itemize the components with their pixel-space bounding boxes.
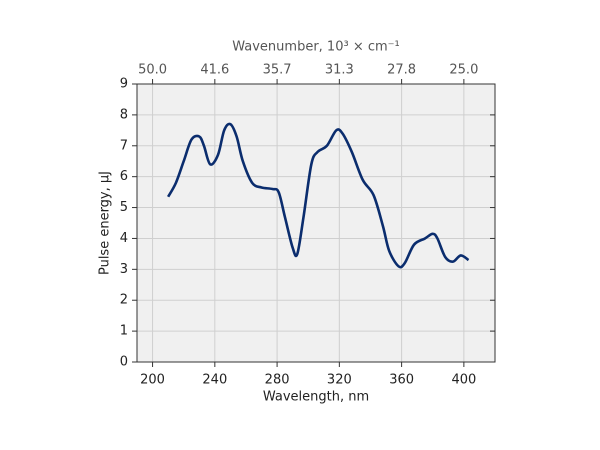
plot-background (137, 84, 495, 362)
y-tick-label: 6 (120, 169, 128, 184)
y-tick-label: 2 (120, 293, 128, 308)
x-tick-label: 400 (451, 373, 476, 388)
x-tick-label: 200 (140, 373, 165, 388)
data-line (166, 122, 470, 269)
x-tick-label: 240 (202, 373, 227, 388)
y-tick-label: 4 (120, 231, 128, 246)
y-tick-label: 1 (120, 324, 128, 339)
y-tick-label: 8 (120, 107, 128, 122)
x-tick-label: 360 (389, 373, 414, 388)
y-tick-label: 9 (120, 77, 128, 92)
y-tick-label: 0 (120, 355, 128, 370)
x-tick-label: 280 (265, 373, 290, 388)
x2-tick-label: 50.0 (138, 63, 167, 78)
x2-tick-label: 35.7 (263, 63, 292, 78)
x2-tick-label: 31.3 (325, 63, 354, 78)
x2-tick-label: 41.6 (200, 63, 229, 78)
x2-tick-label: 27.8 (387, 63, 416, 78)
x2-axis-title: Wavenumber, 10³ × cm⁻¹ (232, 40, 399, 55)
plot-frame (136, 83, 496, 363)
x2-tick-label: 25.0 (449, 63, 478, 78)
y-axis-title: Pulse energy, μJ (98, 171, 113, 275)
x-axis-title: Wavelength, nm (263, 390, 369, 405)
y-tick-label: 5 (120, 200, 128, 215)
y-tick-label: 7 (120, 138, 128, 153)
y-tick-label: 3 (120, 262, 128, 277)
x-tick-label: 320 (327, 373, 352, 388)
